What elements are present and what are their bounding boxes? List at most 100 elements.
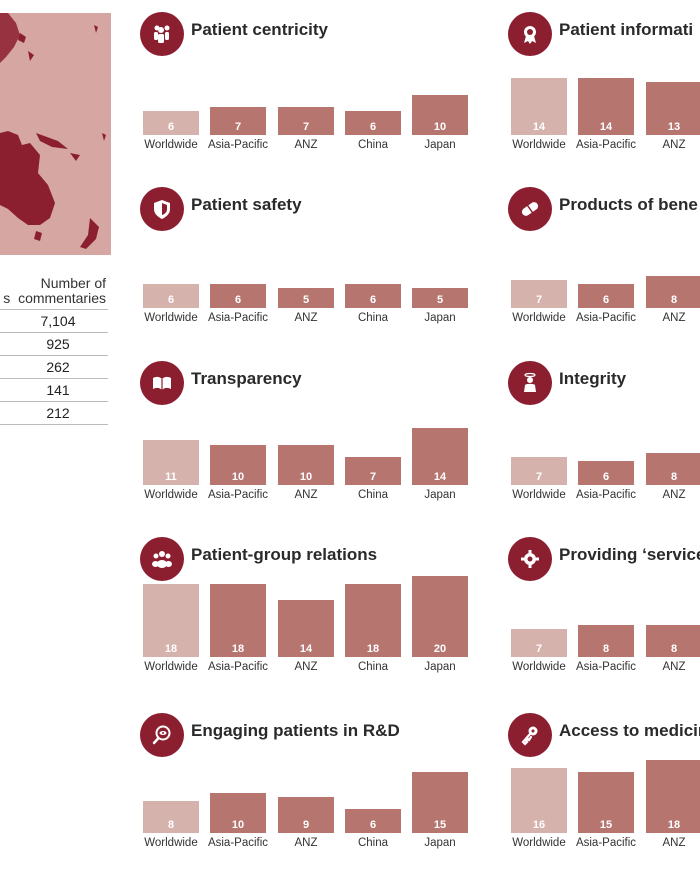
category-label: Worldwide <box>144 661 198 673</box>
bar-asia-pacific: 15 <box>578 772 634 833</box>
chart-title: Integrity <box>559 369 627 388</box>
bar-worldwide: 7 <box>511 456 567 485</box>
bar-value-label: 14 <box>599 120 613 133</box>
chart-panel-engaging-patients-in-r-d: Engaging patients in R&D 8 Worldwide 10 Asia… <box>140 713 500 883</box>
header-line-1: Number of <box>40 275 106 291</box>
category-label: Asia-Pacific <box>575 139 637 151</box>
chart-panel-access-to-medicin: Access to medicin 16 Worldwide 15 Asia-Pacif… <box>508 713 700 883</box>
bar-value-label: 8 <box>670 293 678 306</box>
chart-panel-patient-safety: Patient safety 6 Worldwide 6 Asia-Pacific 5 AN… <box>140 187 500 357</box>
bar-value-label: 18 <box>164 642 178 655</box>
bar-asia-pacific: 7 <box>210 106 266 135</box>
category-label: Asia-Pacific <box>207 661 269 673</box>
bar-anz: 14 <box>278 600 334 657</box>
chart-title: Patient centricity <box>191 20 328 39</box>
category-label: Worldwide <box>144 139 198 151</box>
table-row: 262 <box>0 355 108 378</box>
bar-asia-pacific: 8 <box>578 624 634 657</box>
bar-value-label: 18 <box>231 642 245 655</box>
chart-title: Access to medicin <box>559 721 700 740</box>
header-line-2: s commentaries <box>3 290 106 306</box>
chart-title: Products of bene <box>559 195 698 214</box>
category-label: Asia-Pacific <box>207 489 269 501</box>
chart-title: Engaging patients in R&D <box>191 721 400 740</box>
bar-japan: 15 <box>412 772 468 833</box>
chart-panel-patient-group-relations: Patient-group relations 18 Worldwide 18 Asia… <box>140 537 500 707</box>
people-group-icon <box>140 12 184 56</box>
bar-value-label: 6 <box>602 470 610 483</box>
bar-value-label: 6 <box>602 293 610 306</box>
bar-anz: 18 <box>646 760 700 833</box>
key-icon <box>508 713 552 757</box>
region-map <box>0 13 111 255</box>
category-label: Worldwide <box>144 312 198 324</box>
bar-value-label: 7 <box>535 642 543 655</box>
category-label: Worldwide <box>512 661 566 673</box>
map-landmass <box>0 13 106 249</box>
bar-value-label: 6 <box>167 120 175 133</box>
bar-value-label: 10 <box>231 819 245 831</box>
bar-value-label: 14 <box>299 642 313 655</box>
category-label: Worldwide <box>512 489 566 501</box>
open-book-icon <box>140 361 184 405</box>
category-label: ANZ <box>294 312 318 324</box>
commentaries-table: Number of s commentaries 7,104 925 262 1… <box>0 276 108 425</box>
category-label: ANZ <box>294 661 318 673</box>
bar-value-label: 5 <box>436 294 444 306</box>
category-label: Japan <box>424 139 456 151</box>
category-label: Asia-Pacific <box>207 837 269 849</box>
bar-value-label: 16 <box>532 818 546 831</box>
table-row: 7,104 <box>0 309 108 332</box>
bar-value-label: 7 <box>369 470 377 483</box>
bar-asia-pacific: 6 <box>578 283 634 308</box>
chart-title: Patient-group relations <box>191 545 378 564</box>
person-halo-icon <box>508 361 552 405</box>
category-label: ANZ <box>662 139 686 151</box>
bar-japan: 14 <box>412 428 468 485</box>
bar-value-label: 7 <box>302 120 310 133</box>
bar-value-label: 7 <box>535 470 543 483</box>
bar-anz: 5 <box>278 287 334 308</box>
shield-icon <box>140 187 184 231</box>
chart-panel-providing-service: Providing ‘service 7 Worldwide 8 Asia-Pacifi… <box>508 537 700 707</box>
category-label: China <box>357 312 389 324</box>
gear-icon <box>508 537 552 581</box>
category-label: Asia-Pacific <box>575 661 637 673</box>
bar-asia-pacific: 10 <box>210 792 266 833</box>
bar-china: 6 <box>345 808 401 833</box>
bar-worldwide: 16 <box>511 768 567 833</box>
category-label: Asia-Pacific <box>207 312 269 324</box>
bar-anz: 8 <box>646 624 700 657</box>
bar-value-label: 6 <box>369 120 377 133</box>
category-label: ANZ <box>662 837 686 849</box>
chart-title: Providing ‘service <box>559 545 700 564</box>
bar-worldwide: 14 <box>511 78 567 135</box>
category-label: ANZ <box>662 489 686 501</box>
bar-anz: 10 <box>278 444 334 485</box>
bar-value-label: 14 <box>532 120 546 133</box>
bar-value-label: 18 <box>667 818 681 831</box>
category-label: Worldwide <box>144 837 198 849</box>
chart-panel-products-of-bene: Products of bene 7 Worldwide 6 Asia-Pacific 8… <box>508 187 700 357</box>
bar-china: 18 <box>345 584 401 657</box>
bar-value-label: 15 <box>433 819 447 831</box>
bar-worldwide: 8 <box>143 800 199 833</box>
category-label: Asia-Pacific <box>575 489 637 501</box>
bar-anz: 7 <box>278 106 334 135</box>
bar-asia-pacific: 10 <box>210 444 266 485</box>
bar-japan: 5 <box>412 287 468 308</box>
category-label: China <box>357 489 389 501</box>
bar-china: 6 <box>345 110 401 135</box>
category-label: Worldwide <box>512 312 566 324</box>
category-label: Japan <box>424 312 456 324</box>
chart-title: Patient safety <box>191 195 302 214</box>
bar-value-label: 14 <box>433 470 447 483</box>
bar-anz: 13 <box>646 82 700 135</box>
bar-value-label: 8 <box>670 470 678 483</box>
category-label: China <box>357 837 389 849</box>
category-label: ANZ <box>294 837 318 849</box>
magnifier-eye-icon <box>140 713 184 757</box>
bar-value-label: 7 <box>535 293 543 306</box>
table-row: 925 <box>0 332 108 355</box>
bar-value-label: 8 <box>670 642 678 655</box>
